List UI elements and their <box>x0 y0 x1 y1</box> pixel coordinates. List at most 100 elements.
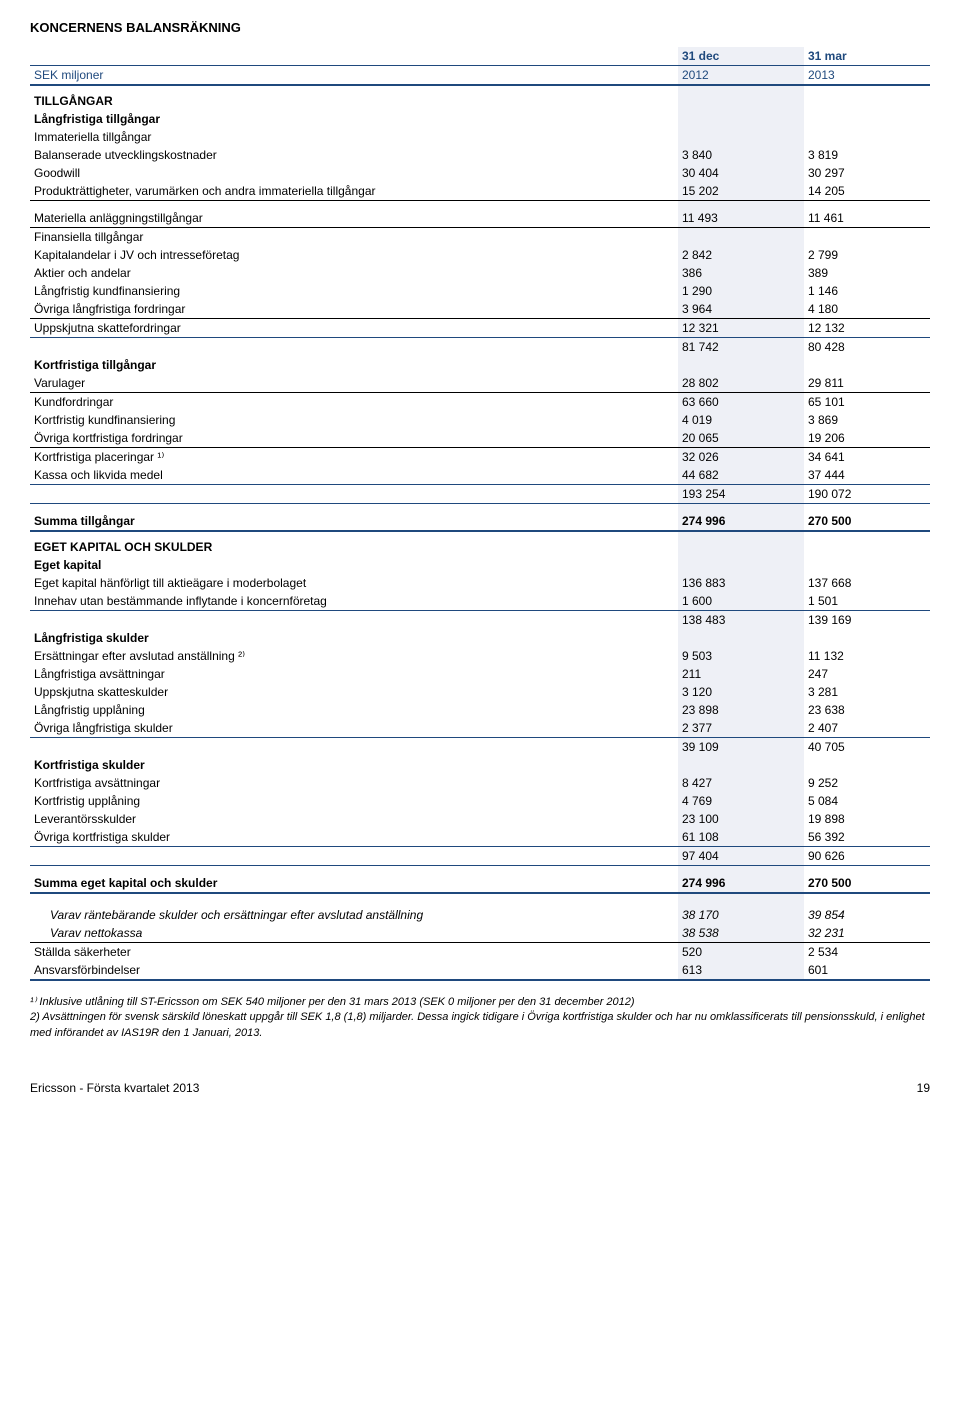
unit-label: SEK miljoner <box>30 66 678 86</box>
label: Ersättningar efter avslutad anställning … <box>30 647 678 665</box>
val: 63 660 <box>678 393 804 412</box>
val: 23 100 <box>678 810 804 828</box>
section-eget-kapital: Eget kapital <box>30 556 930 574</box>
label: Varav nettokassa <box>30 924 678 943</box>
table-row: Goodwill30 40430 297 <box>30 164 930 182</box>
val: 2 407 <box>804 719 930 738</box>
val: 5 084 <box>804 792 930 810</box>
val: 61 108 <box>678 828 804 847</box>
varav-row: Varav räntebärande skulder och ersättnin… <box>30 906 930 924</box>
summa-eget-kapital-skulder: Summa eget kapital och skulder274 996270… <box>30 866 930 894</box>
val: 1 501 <box>804 592 930 611</box>
val: 601 <box>804 961 930 980</box>
val: 1 600 <box>678 592 804 611</box>
val: 138 483 <box>678 611 804 630</box>
table-row: Leverantörsskulder23 10019 898 <box>30 810 930 828</box>
table-row: Kapitalandelar i JV och intresseföretag2… <box>30 246 930 264</box>
val: 30 297 <box>804 164 930 182</box>
val: 65 101 <box>804 393 930 412</box>
label: Övriga kortfristiga skulder <box>30 828 678 847</box>
subtotal-row: 138 483139 169 <box>30 611 930 630</box>
label: EGET KAPITAL OCH SKULDER <box>30 531 678 556</box>
label: TILLGÅNGAR <box>30 85 678 110</box>
label: Summa eget kapital och skulder <box>30 866 678 894</box>
val: 3 120 <box>678 683 804 701</box>
label: Långfristiga tillgångar <box>30 110 678 128</box>
label: Uppskjutna skatteskulder <box>30 683 678 701</box>
section-langfristiga: Långfristiga tillgångar <box>30 110 930 128</box>
val: 520 <box>678 943 804 962</box>
table-row: Innehav utan bestämmande inflytande i ko… <box>30 592 930 611</box>
val: 39 109 <box>678 738 804 757</box>
year-2: 2013 <box>804 66 930 86</box>
subtotal-row: 97 40490 626 <box>30 847 930 866</box>
val: 4 769 <box>678 792 804 810</box>
val: 20 065 <box>678 429 804 448</box>
val: 14 205 <box>804 182 930 201</box>
label: Ansvarsförbindelser <box>30 961 678 980</box>
val: 11 461 <box>804 201 930 228</box>
table-row: Materiella anläggningstillgångar11 49311… <box>30 201 930 228</box>
header-row-2: SEK miljoner 2012 2013 <box>30 66 930 86</box>
val: 139 169 <box>804 611 930 630</box>
table-row: Eget kapital hänförligt till aktieägare … <box>30 574 930 592</box>
val: 40 705 <box>804 738 930 757</box>
val: 12 321 <box>678 319 804 338</box>
label: Balanserade utvecklingskostnader <box>30 146 678 164</box>
val: 274 996 <box>678 866 804 894</box>
val: 3 964 <box>678 300 804 319</box>
val: 30 404 <box>678 164 804 182</box>
val: 9 503 <box>678 647 804 665</box>
label: Kortfristiga avsättningar <box>30 774 678 792</box>
label: Innehav utan bestämmande inflytande i ko… <box>30 592 678 611</box>
val: 11 132 <box>804 647 930 665</box>
table-row: Kortfristiga placeringar ¹⁾32 02634 641 <box>30 448 930 467</box>
table-row: Långfristig upplåning23 89823 638 <box>30 701 930 719</box>
val: 270 500 <box>804 866 930 894</box>
table-row: Övriga långfristiga skulder2 3772 407 <box>30 719 930 738</box>
val: 3 840 <box>678 146 804 164</box>
val: 39 854 <box>804 906 930 924</box>
val: 80 428 <box>804 338 930 357</box>
footnote-2: 2) Avsättningen för svensk särskild löne… <box>30 1010 930 1041</box>
label: Långfristiga avsättningar <box>30 665 678 683</box>
val: 2 842 <box>678 246 804 264</box>
label: Ställda säkerheter <box>30 943 678 962</box>
section-langfristiga-skulder: Långfristiga skulder <box>30 629 930 647</box>
page-title: KONCERNENS BALANSRÄKNING <box>30 20 930 35</box>
val: 389 <box>804 264 930 282</box>
label: Eget kapital <box>30 556 678 574</box>
label: Produkträttigheter, varumärken och andra… <box>30 182 678 201</box>
period-1: 31 dec <box>678 47 804 66</box>
table-row: Kortfristig kundfinansiering4 0193 869 <box>30 411 930 429</box>
subtotal-row: 81 74280 428 <box>30 338 930 357</box>
subtotal-row: 39 10940 705 <box>30 738 930 757</box>
table-row: Långfristiga avsättningar211247 <box>30 665 930 683</box>
label: Kundfordringar <box>30 393 678 412</box>
val: 34 641 <box>804 448 930 467</box>
label: Immateriella tillgångar <box>30 128 678 146</box>
footnotes: ¹⁾ Inklusive utlåning till ST-Ericsson o… <box>30 995 930 1041</box>
table-row: Uppskjutna skatteskulder3 1203 281 <box>30 683 930 701</box>
val: 4 019 <box>678 411 804 429</box>
val: 56 392 <box>804 828 930 847</box>
table-row: Övriga kortfristiga fordringar20 06519 2… <box>30 429 930 448</box>
table-row: Aktier och andelar386389 <box>30 264 930 282</box>
page-footer: Ericsson - Första kvartalet 2013 19 <box>30 1081 930 1095</box>
val: 270 500 <box>804 504 930 532</box>
val: 81 742 <box>678 338 804 357</box>
footer-left: Ericsson - Första kvartalet 2013 <box>30 1081 199 1095</box>
val: 3 281 <box>804 683 930 701</box>
label: Varulager <box>30 374 678 393</box>
table-row: Ställda säkerheter5202 534 <box>30 943 930 962</box>
val: 190 072 <box>804 485 930 504</box>
val: 37 444 <box>804 466 930 485</box>
label: Kassa och likvida medel <box>30 466 678 485</box>
period-2: 31 mar <box>804 47 930 66</box>
val: 2 377 <box>678 719 804 738</box>
val: 38 170 <box>678 906 804 924</box>
label: Goodwill <box>30 164 678 182</box>
val: 613 <box>678 961 804 980</box>
label: Långfristiga skulder <box>30 629 678 647</box>
val: 137 668 <box>804 574 930 592</box>
